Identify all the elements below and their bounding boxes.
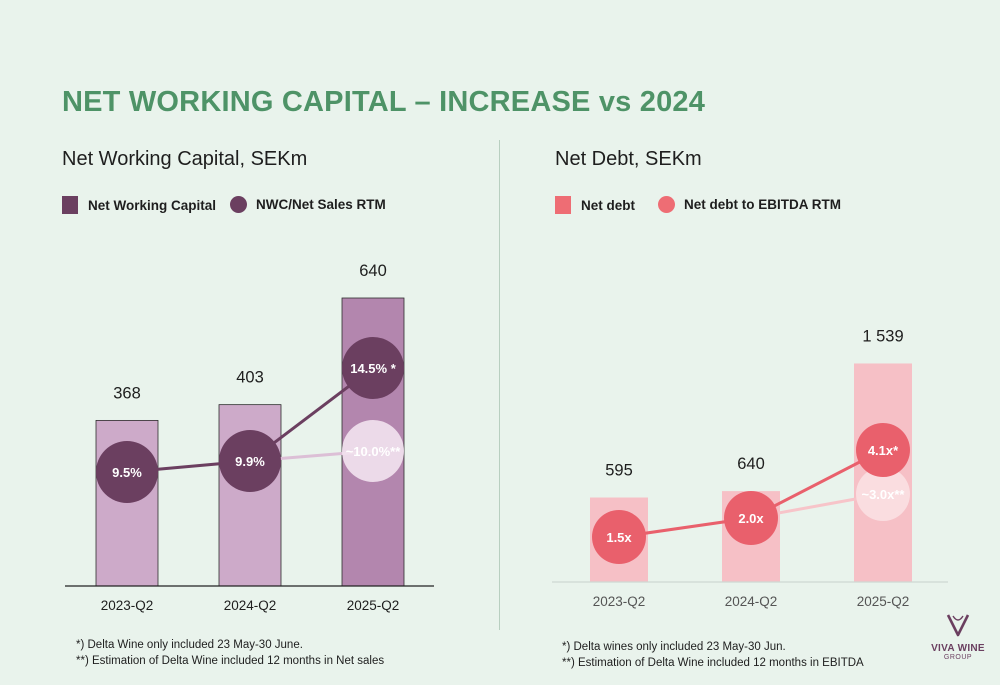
nd-ratio-dot-2025-Q2 [856, 423, 910, 477]
nwc-ratio-dot-2025-Q2 [342, 337, 404, 399]
nd-legend-bar-label: Net debt [581, 197, 635, 213]
nwc-legend-bar-swatch [62, 196, 78, 214]
nwc-bar-value-label: 368 [113, 384, 141, 402]
nwc-ratio-label: 9.5% [112, 465, 142, 480]
nd-footnote-2: **) Estimation of Delta Wine included 12… [562, 657, 864, 669]
nwc-footnote-1: *) Delta Wine only included 23 May-30 Ju… [76, 639, 303, 651]
nd-ratio-dot-2024-Q2 [724, 491, 778, 545]
nwc-bar-value-label: 640 [359, 262, 387, 280]
nwc-category-label: 2025-Q2 [347, 598, 400, 613]
nd-category-label: 2025-Q2 [857, 594, 910, 609]
nd-legend-line-label: Net debt to EBITDA RTM [684, 197, 841, 212]
nd-category-label: 2024-Q2 [725, 594, 778, 609]
nwc-ratio-dot-2023-Q2 [96, 441, 158, 503]
nwc-category-label: 2023-Q2 [101, 598, 154, 613]
nd-legend-line-swatch [658, 196, 675, 213]
nwc-legend-bar-label: Net Working Capital [88, 197, 217, 213]
nwc-category-label: 2024-Q2 [224, 598, 277, 613]
nd-chart-title: Net Debt, SEKm [555, 148, 702, 170]
center-divider [499, 140, 500, 630]
logo-sub: GROUP [943, 654, 973, 661]
logo-v-icon [946, 614, 970, 637]
nwc-estimate-dot [342, 420, 404, 482]
nwc-legend-line-swatch [230, 196, 247, 213]
nd-bar-value-label: 595 [605, 462, 633, 480]
nd-ratio-label: 1.5x [606, 530, 632, 545]
nwc-bar-value-label: 403 [236, 369, 264, 387]
nd-footnote-1: *) Delta wines only included 23 May-30 J… [562, 641, 786, 653]
nd-ratio-label: 2.0x [738, 511, 764, 526]
nd-legend-line: Net debt to EBITDA RTM [658, 196, 841, 213]
company-logo: VIVA WINE GROUP [928, 612, 988, 661]
nwc-footnote-2: **) Estimation of Delta Wine included 12… [76, 655, 385, 667]
nd-bar-value-label: 640 [737, 455, 765, 473]
nwc-ratio-dot-2024-Q2 [219, 430, 281, 492]
nwc-ratio-label: 14.5% * [350, 361, 396, 376]
nd-category-label: 2023-Q2 [593, 594, 646, 609]
nd-legend-bar: Net debt [555, 196, 635, 214]
nd-estimate-label: ~3.0x** [861, 487, 905, 502]
logo-name: VIVA WINE [931, 643, 985, 654]
nd-estimate-dot [856, 467, 910, 521]
nwc-legend-bar: Net Working Capital [62, 196, 216, 214]
nd-legend-bar-swatch [555, 196, 571, 214]
nd-footnotes: *) Delta wines only included 23 May-30 J… [562, 639, 864, 671]
nwc-chart-title: Net Working Capital, SEKm [62, 148, 308, 170]
slide-title: NET WORKING CAPITAL – INCREASE vs 2024 [62, 86, 706, 118]
nwc-ratio-label: 9.9% [235, 454, 265, 469]
nd-bar-value-label: 1 539 [862, 327, 903, 345]
nwc-footnotes: *) Delta Wine only included 23 May-30 Ju… [76, 637, 384, 669]
nd-ratio-dot-2023-Q2 [592, 510, 646, 564]
nwc-legend-line: NWC/Net Sales RTM [230, 196, 386, 213]
nwc-legend-line-label: NWC/Net Sales RTM [256, 197, 386, 212]
nwc-estimate-label: ~10.0%** [346, 444, 402, 459]
nd-ratio-label: 4.1x* [868, 443, 899, 458]
